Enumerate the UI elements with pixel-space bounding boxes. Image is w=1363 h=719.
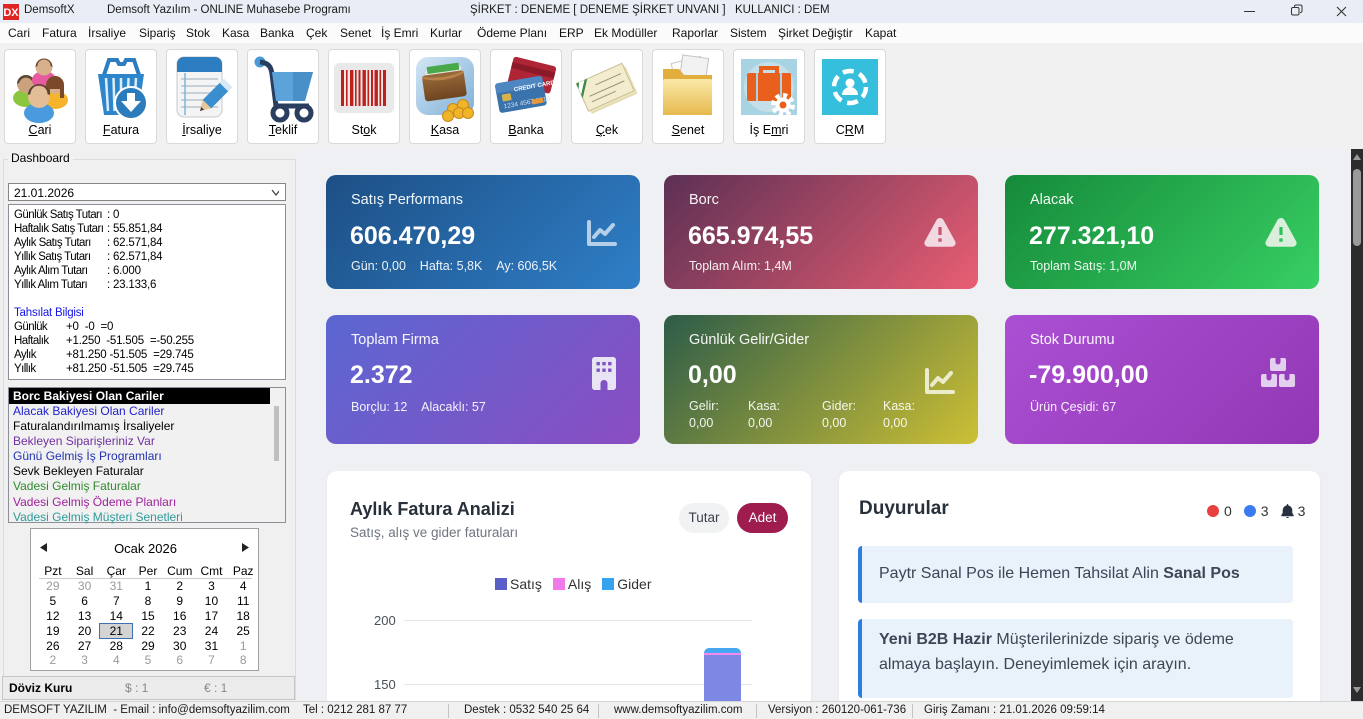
svg-text:DX: DX <box>3 7 19 19</box>
